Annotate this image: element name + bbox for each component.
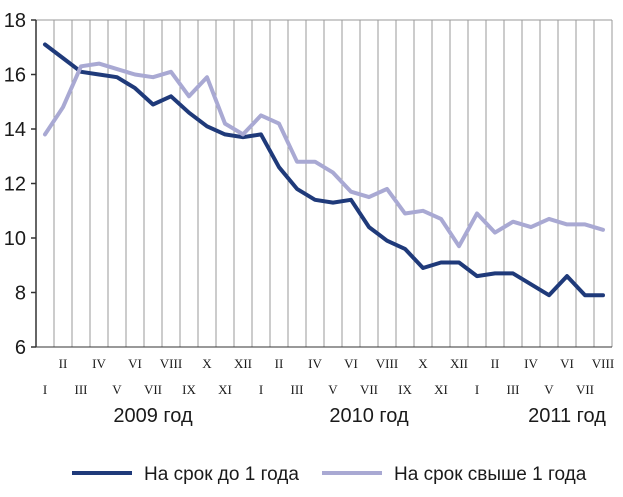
x-tick-label: II (275, 356, 284, 371)
y-tick-label: 6 (15, 337, 26, 359)
x-tick-label: VIII (160, 356, 182, 371)
x-tick-label: II (59, 356, 68, 371)
year-label: 2009 год (113, 405, 193, 427)
x-tick-label: V (328, 382, 338, 397)
x-tick-label: II (491, 356, 500, 371)
x-tick-label: III (291, 382, 304, 397)
x-tick-label: VII (144, 382, 162, 397)
x-tick-label: I (475, 382, 479, 397)
legend-label-1: На срок до 1 года (144, 464, 299, 485)
y-tick-label: 8 (15, 283, 26, 305)
x-tick-label: VII (576, 382, 594, 397)
x-tick-label: XI (218, 382, 232, 397)
y-tick-label: 10 (4, 228, 26, 250)
series (43, 42, 605, 298)
tick-labels: 681012141618IIIIIIIVVVIVIIVIIIIXXXIXIIII… (4, 10, 614, 427)
x-tick-label: I (259, 382, 263, 397)
x-tick-label: VIII (592, 356, 614, 371)
x-tick-label: IV (308, 356, 322, 371)
year-label: 2010 год (329, 405, 409, 427)
x-tick-label: XII (234, 356, 252, 371)
legend: На срок до 1 года На срок свыше 1 года (72, 464, 587, 485)
x-tick-label: III (507, 382, 520, 397)
x-tick-label: XI (434, 382, 448, 397)
x-tick-label: IV (524, 356, 538, 371)
x-tick-label: X (418, 356, 428, 371)
y-tick-label: 18 (4, 10, 26, 32)
series-line-1 (43, 42, 605, 298)
series-line-2 (43, 61, 605, 249)
y-tick-label: 12 (4, 174, 26, 196)
x-tick-label: VI (128, 356, 142, 371)
x-tick-label: IV (92, 356, 106, 371)
x-tick-label: V (112, 382, 122, 397)
x-tick-label: X (202, 356, 212, 371)
x-tick-label: V (544, 382, 554, 397)
axes (31, 19, 612, 348)
x-tick-label: XII (450, 356, 468, 371)
year-label: 2011 год (528, 405, 606, 427)
x-tick-label: VII (360, 382, 378, 397)
x-tick-label: VIII (376, 356, 398, 371)
y-tick-label: 16 (4, 65, 26, 87)
x-tick-label: VI (560, 356, 574, 371)
x-tick-label: III (75, 382, 88, 397)
x-tick-label: IX (398, 382, 412, 397)
legend-label-2: На срок свыше 1 года (394, 464, 587, 485)
x-tick-label: IX (182, 382, 196, 397)
x-tick-label: VI (344, 356, 358, 371)
x-tick-label: I (43, 382, 47, 397)
y-tick-label: 14 (4, 119, 26, 141)
